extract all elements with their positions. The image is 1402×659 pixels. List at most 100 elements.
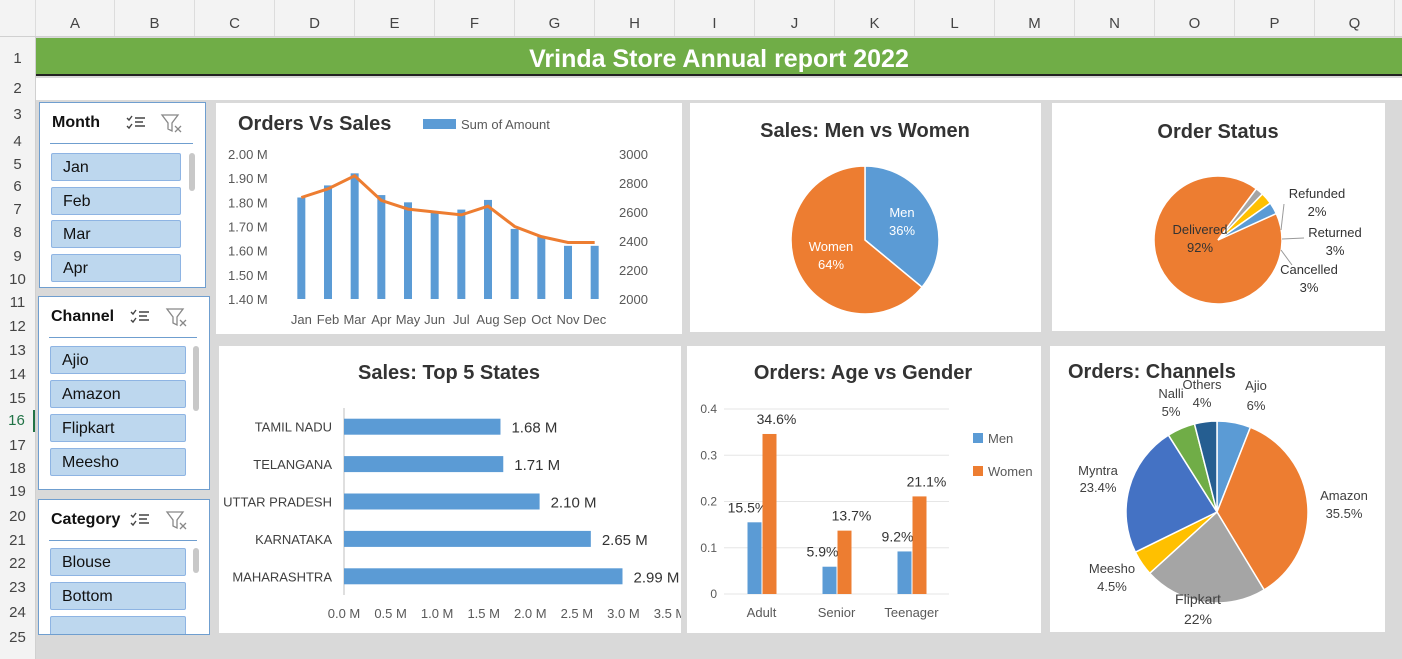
- chart-channels[interactable]: Orders: Channels Ajio 6% Amazon 35.5% Flipkar…: [1050, 346, 1385, 632]
- multi-select-icon[interactable]: [125, 113, 147, 133]
- slicer-item[interactable]: Apr: [51, 254, 181, 282]
- report-title-banner: Vrinda Store Annual report 2022: [36, 38, 1402, 76]
- row-header[interactable]: 1: [13, 50, 22, 67]
- column-header[interactable]: M: [995, 0, 1075, 36]
- y-tick-label: 1.60 M: [228, 244, 268, 259]
- slicer-item[interactable]: Mar: [51, 220, 181, 248]
- select-all-corner[interactable]: [0, 0, 36, 36]
- column-header[interactable]: A: [36, 0, 115, 36]
- row-header[interactable]: 12: [9, 318, 26, 335]
- row-header[interactable]: 22: [9, 555, 26, 572]
- slicer-channel[interactable]: Channel Ajio Amazon Flipkart Meesho: [38, 296, 210, 490]
- row-header[interactable]: 21: [9, 532, 26, 549]
- row-header[interactable]: 20: [9, 508, 26, 525]
- slicer-scrollbar[interactable]: [193, 346, 199, 411]
- slicer-month[interactable]: Month Jan Feb Mar Apr: [39, 102, 206, 288]
- column-header[interactable]: G: [515, 0, 595, 36]
- x-tick-label: May: [396, 312, 421, 327]
- row-header[interactable]: 14: [9, 366, 26, 383]
- x-tick-label: 0.0 M: [328, 606, 361, 621]
- row-header[interactable]: 2: [13, 80, 22, 97]
- row-header[interactable]: 25: [9, 629, 26, 646]
- slicer-item[interactable]: Amazon: [50, 380, 186, 408]
- chart-top-states[interactable]: Sales: Top 5 States TAMIL NADU 1.68 M TELAN…: [219, 346, 686, 633]
- chart-men-women[interactable]: Sales: Men vs Women Men 36% Women 64%: [690, 103, 1041, 332]
- data-label: 2.65 M: [602, 532, 648, 549]
- row-header[interactable]: 11: [9, 294, 26, 311]
- column-header[interactable]: E: [355, 0, 435, 36]
- category-label: TAMIL NADU: [255, 420, 332, 435]
- row-header[interactable]: 7: [13, 201, 22, 218]
- row-header[interactable]: 16: [0, 410, 35, 432]
- category-label: TELANGANA: [253, 457, 332, 472]
- slice-value: 35.5%: [1326, 506, 1363, 521]
- chart-age-gender[interactable]: Orders: Age vs Gender 0.4 0.3 0.2 0.1 0 15.5% 3…: [687, 346, 1041, 633]
- row-header[interactable]: 24: [9, 604, 26, 621]
- row-header[interactable]: 4: [13, 133, 22, 150]
- column-header[interactable]: D: [275, 0, 355, 36]
- slice-value: 6%: [1247, 398, 1266, 413]
- slicer-scrollbar[interactable]: [189, 153, 195, 191]
- row-header[interactable]: 5: [13, 156, 22, 173]
- column-header[interactable]: I: [675, 0, 755, 36]
- slicer-item[interactable]: Bottom: [50, 582, 186, 610]
- leader-line: [1280, 203, 1285, 231]
- row-header[interactable]: 23: [9, 579, 26, 596]
- clear-filter-icon[interactable]: [165, 510, 189, 532]
- row-header[interactable]: 15: [9, 390, 26, 407]
- column-header[interactable]: B: [115, 0, 195, 36]
- clear-filter-icon[interactable]: [165, 307, 189, 329]
- slicer-item[interactable]: Blouse: [50, 548, 186, 576]
- data-label: 15.5%: [728, 499, 768, 515]
- multi-select-icon[interactable]: [129, 307, 151, 327]
- slicer-item[interactable]: Feb: [51, 187, 181, 215]
- row-header[interactable]: 9: [13, 248, 22, 265]
- slicer-item[interactable]: Jan: [51, 153, 181, 181]
- column-header[interactable]: F: [435, 0, 515, 36]
- column-header[interactable]: H: [595, 0, 675, 36]
- slicer-item[interactable]: Flipkart: [50, 414, 186, 442]
- slicer-item[interactable]: Ajio: [50, 346, 186, 374]
- slicer-category[interactable]: Category Blouse Bottom: [38, 499, 210, 635]
- y-tick-label: 1.90 M: [228, 171, 268, 186]
- row-header[interactable]: 6: [13, 178, 22, 195]
- bar: [897, 551, 912, 594]
- row-header[interactable]: 19: [9, 483, 26, 500]
- chart-orders-vs-sales[interactable]: Orders Vs Sales Sum of Amount 2.00 M 1.90 M…: [216, 103, 682, 334]
- row-header[interactable]: 17: [9, 437, 26, 454]
- column-header[interactable]: J: [755, 0, 835, 36]
- row-header[interactable]: 8: [13, 224, 22, 241]
- x-tick-label: 0.5 M: [374, 606, 407, 621]
- slicer-divider: [49, 540, 197, 541]
- row-header[interactable]: 3: [13, 106, 22, 123]
- multi-select-icon[interactable]: [129, 510, 151, 530]
- column-header[interactable]: Q: [1315, 0, 1395, 36]
- chart-order-status[interactable]: Order Status Delivered 92% Refunded 2% Return…: [1052, 103, 1385, 331]
- row-header[interactable]: 10: [9, 271, 26, 288]
- row-header-bar: 1 2 3 4 5 6 7 8 9 10 11 12 13 14 15 16 17 18 19 20 21 22 23 24 2…: [0, 37, 36, 659]
- slicer-divider: [49, 337, 197, 338]
- slice-value: 92%: [1187, 240, 1213, 255]
- slice-label: Women: [809, 239, 854, 254]
- row-header[interactable]: 13: [9, 342, 26, 359]
- clear-filter-icon[interactable]: [160, 113, 184, 135]
- slice-label: Nalli: [1158, 386, 1183, 401]
- column-header[interactable]: K: [835, 0, 915, 36]
- column-header[interactable]: O: [1155, 0, 1235, 36]
- column-header[interactable]: C: [195, 0, 275, 36]
- slice-value: 4%: [1193, 395, 1212, 410]
- x-tick-label: Nov: [556, 312, 580, 327]
- slicer-item[interactable]: Meesho: [50, 448, 186, 476]
- bar: [762, 433, 777, 594]
- column-header[interactable]: P: [1235, 0, 1315, 36]
- bar: [297, 197, 306, 299]
- x-tick-label: 2.0 M: [514, 606, 547, 621]
- men-women-svg: Sales: Men vs Women Men 36% Women 64%: [760, 120, 970, 315]
- column-header[interactable]: L: [915, 0, 995, 36]
- x-tick-label: Teenager: [884, 605, 939, 620]
- row-header[interactable]: 18: [9, 460, 26, 477]
- column-header[interactable]: N: [1075, 0, 1155, 36]
- slicer-scrollbar[interactable]: [193, 548, 199, 573]
- slicer-item-partial[interactable]: [50, 616, 186, 634]
